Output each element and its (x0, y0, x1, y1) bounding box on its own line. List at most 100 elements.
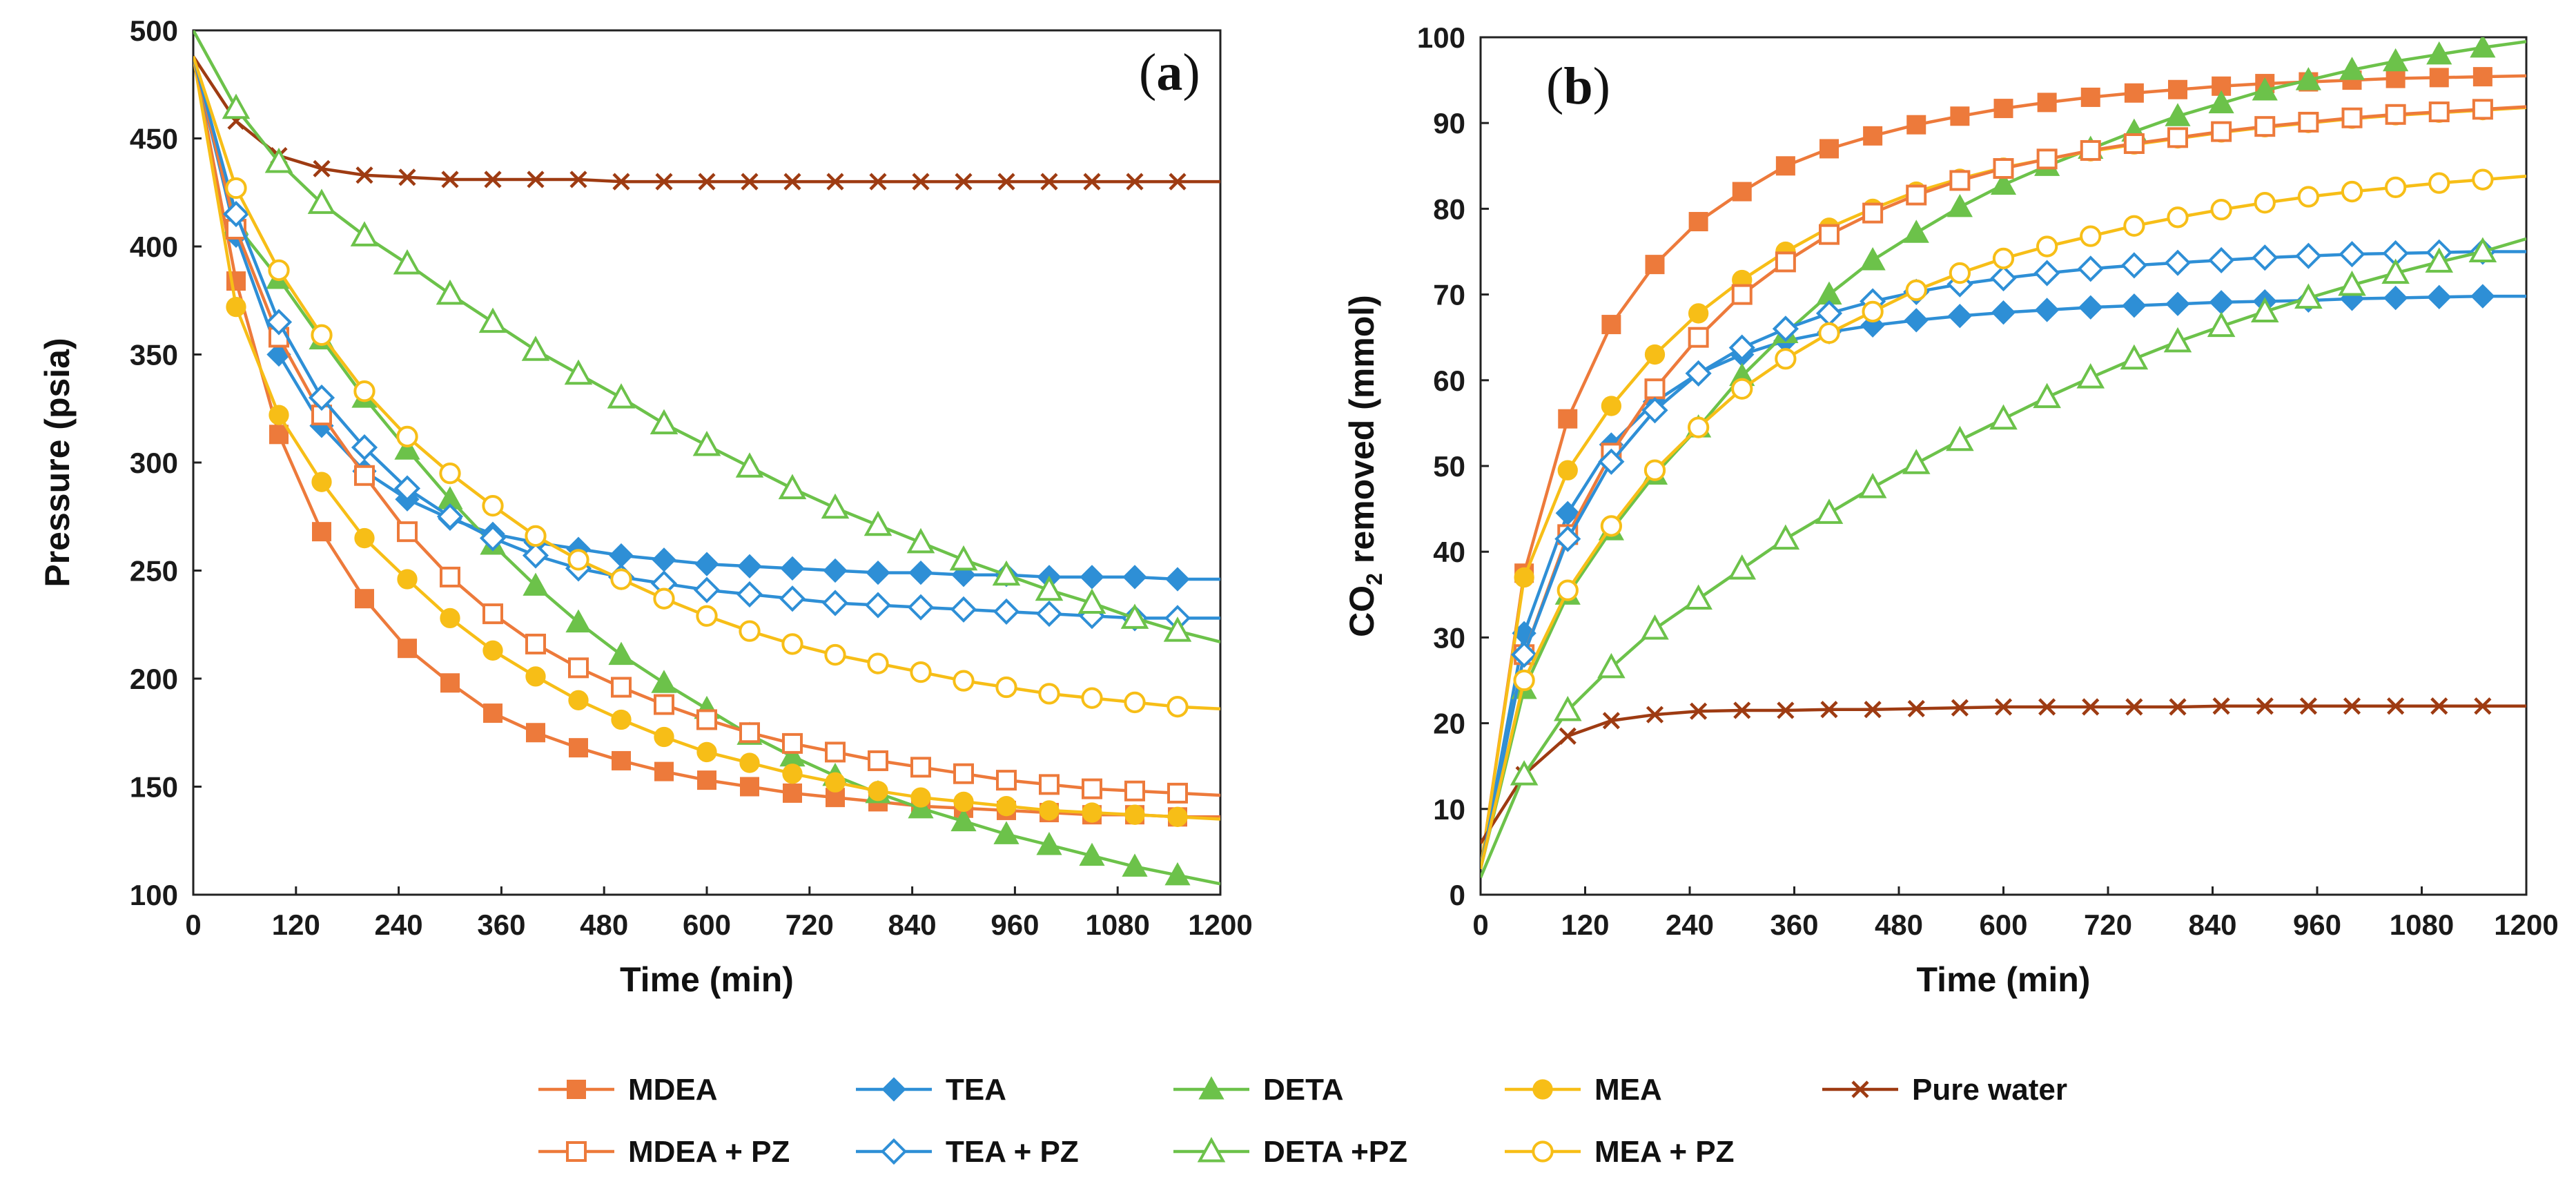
data-point-mea (568, 690, 589, 710)
data-point-pure-water (1864, 701, 1882, 719)
data-point-tea (1947, 303, 1973, 329)
data-point-pure-water (2038, 698, 2056, 716)
data-point-tea (2034, 298, 2060, 322)
data-point-mea-pz (1992, 247, 2015, 270)
x-tick-label: 600 (683, 909, 731, 941)
data-point-deta-pz (1120, 603, 1149, 629)
data-point-mdea-pz (354, 465, 375, 486)
data-point-deta-pz (2207, 311, 2236, 338)
legend-label: TEA + PZ (946, 1135, 1079, 1169)
y-tick-label: 400 (130, 231, 178, 263)
data-point-deta-pz (1684, 584, 1713, 610)
data-point-deta-pz (607, 383, 636, 409)
data-point-mea (311, 472, 332, 492)
data-point-pure-water (2169, 698, 2187, 716)
data-point-mdea-pz (2385, 104, 2406, 125)
data-point-deta (651, 670, 677, 693)
data-point-mea-pz (1818, 322, 1840, 344)
legend-item-mea-pz: MEA + PZ (1505, 1135, 1735, 1169)
data-point-tea (2078, 295, 2103, 320)
data-point-mea-pz (910, 661, 932, 683)
data-point-tea-pz (950, 596, 977, 623)
data-point-mea (1167, 806, 1188, 827)
series-line-deta-pz (193, 30, 1220, 643)
data-point-tea-pz (1990, 264, 2017, 292)
data-point-tea-pz (2077, 255, 2104, 282)
data-point-mea-pz (525, 525, 547, 547)
data-point-mdea-pz (696, 709, 717, 730)
data-point-deta-pz (692, 430, 721, 456)
data-point-mea-pz (1643, 459, 1666, 481)
data-point-pure-water (527, 171, 545, 188)
data-point-mea-pz (353, 380, 375, 402)
data-point-tea-pz (779, 585, 806, 612)
data-point-pure-water (484, 171, 502, 188)
data-point-mdea (612, 750, 631, 770)
data-point-deta-pz (2250, 297, 2279, 322)
data-point-deta-pz (1728, 554, 1757, 580)
data-point-pure-water (1733, 701, 1751, 719)
data-point-mdea-pz (2167, 127, 2188, 148)
data-point-pure-water (2299, 697, 2317, 715)
data-point-tea-pz (1598, 448, 1625, 475)
data-point-mdea-pz (1993, 158, 2014, 179)
data-point-pure-water (955, 173, 973, 191)
data-point-mea (525, 666, 546, 687)
data-point-tea-pz (222, 200, 250, 228)
data-point-mdea-pz (2428, 101, 2450, 123)
data-point-tea-pz (393, 475, 421, 502)
data-point-pure-water (1169, 173, 1187, 191)
data-point-mdea (2124, 83, 2144, 103)
data-point-mdea-pz (2080, 139, 2101, 161)
legend-item-mdea-pz: MDEA + PZ (538, 1135, 790, 1169)
data-point-mea-pz (1687, 416, 1710, 438)
data-point-deta-pz (393, 249, 422, 275)
data-point-pure-water (569, 171, 587, 188)
data-point-mdea-pz (2341, 107, 2363, 128)
legend-item-pure-water: Pure water (1822, 1073, 2067, 1107)
data-point-pure-water (1559, 727, 1577, 745)
data-point-deta-pz (2033, 382, 2061, 409)
data-point-mdea-pz (782, 732, 803, 754)
series-line-mdea (1481, 74, 2526, 870)
data-point-deta-pz (735, 452, 764, 478)
data-point-mdea (1688, 212, 1708, 232)
data-point-deta-pz (1946, 425, 1974, 451)
data-point-mdea-pz (2123, 133, 2145, 155)
data-point-mdea-pz (397, 521, 418, 543)
series-line-tea (193, 56, 1220, 581)
data-point-tea-pz (1685, 360, 1712, 387)
data-point-mdea-pz (2298, 111, 2319, 133)
data-point-deta-pz (2076, 363, 2105, 389)
y-tick-label: 70 (1433, 279, 1465, 311)
series-line-mea (1481, 106, 2526, 870)
data-point-mea-pz (1905, 279, 1927, 302)
data-point-tea (2122, 293, 2147, 318)
data-point-tea-pz (1641, 397, 1668, 424)
legend-marker (566, 1141, 587, 1162)
data-point-deta-pz (307, 188, 336, 214)
data-point-mea (1557, 460, 1578, 480)
y-tick-label: 100 (130, 879, 178, 911)
data-point-mea-pz (2123, 215, 2145, 237)
legend-item-deta: DETA (1173, 1073, 1344, 1107)
legend-label: TEA (946, 1073, 1006, 1107)
x-tick-label: 1200 (2494, 909, 2558, 941)
y-tick-label: 30 (1433, 621, 1465, 654)
panel-label: (b) (1546, 57, 1610, 115)
data-point-mea (868, 781, 888, 801)
series-mdea-pz (1481, 99, 2526, 870)
data-point-tea (2383, 285, 2408, 311)
series-mea-pz (193, 55, 1220, 718)
data-point-mea-pz (995, 676, 1017, 699)
data-point-pure-water (2343, 697, 2361, 715)
series-line-pure-water (193, 55, 1220, 184)
data-point-mdea-pz (482, 603, 503, 625)
y-tick-label: 80 (1433, 193, 1465, 225)
series-mea-pz (1481, 168, 2526, 870)
data-point-mdea-pz (1644, 378, 1666, 400)
data-point-tea-pz (2339, 241, 2365, 268)
data-point-mdea-pz (996, 770, 1017, 791)
x-tick-label: 600 (1979, 909, 2027, 941)
data-point-deta-pz (2338, 270, 2366, 296)
